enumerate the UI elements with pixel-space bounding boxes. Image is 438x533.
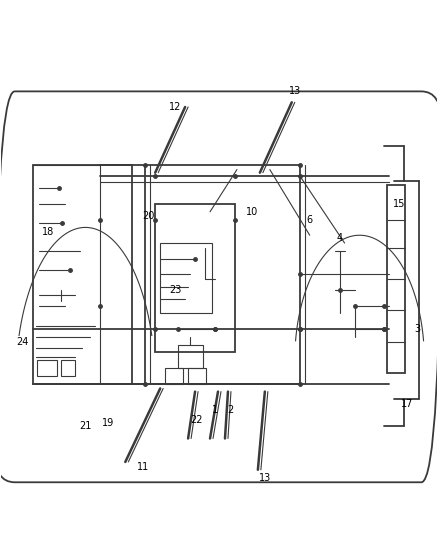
Text: 18: 18 <box>42 227 55 237</box>
Text: 20: 20 <box>142 212 155 222</box>
Bar <box>160 243 212 313</box>
Bar <box>37 360 57 376</box>
Text: 24: 24 <box>17 336 29 346</box>
Text: 6: 6 <box>307 215 313 224</box>
Text: 3: 3 <box>414 324 420 334</box>
Bar <box>388 185 406 373</box>
Bar <box>165 368 183 384</box>
Text: 23: 23 <box>169 285 181 295</box>
Text: 12: 12 <box>169 102 181 112</box>
Text: 4: 4 <box>336 233 343 244</box>
Text: 21: 21 <box>79 421 92 431</box>
Bar <box>178 345 203 368</box>
Text: 15: 15 <box>393 199 406 209</box>
Text: 2: 2 <box>227 406 233 415</box>
Text: 17: 17 <box>401 399 413 409</box>
Bar <box>32 165 132 384</box>
Bar <box>188 368 206 384</box>
Text: 19: 19 <box>102 418 114 428</box>
Text: 1: 1 <box>212 406 218 415</box>
Text: 11: 11 <box>137 462 149 472</box>
Bar <box>60 360 75 376</box>
Text: 10: 10 <box>246 207 258 217</box>
Text: 22: 22 <box>190 415 202 425</box>
Text: 13: 13 <box>259 473 271 482</box>
Bar <box>155 204 235 352</box>
Text: 13: 13 <box>289 86 301 96</box>
